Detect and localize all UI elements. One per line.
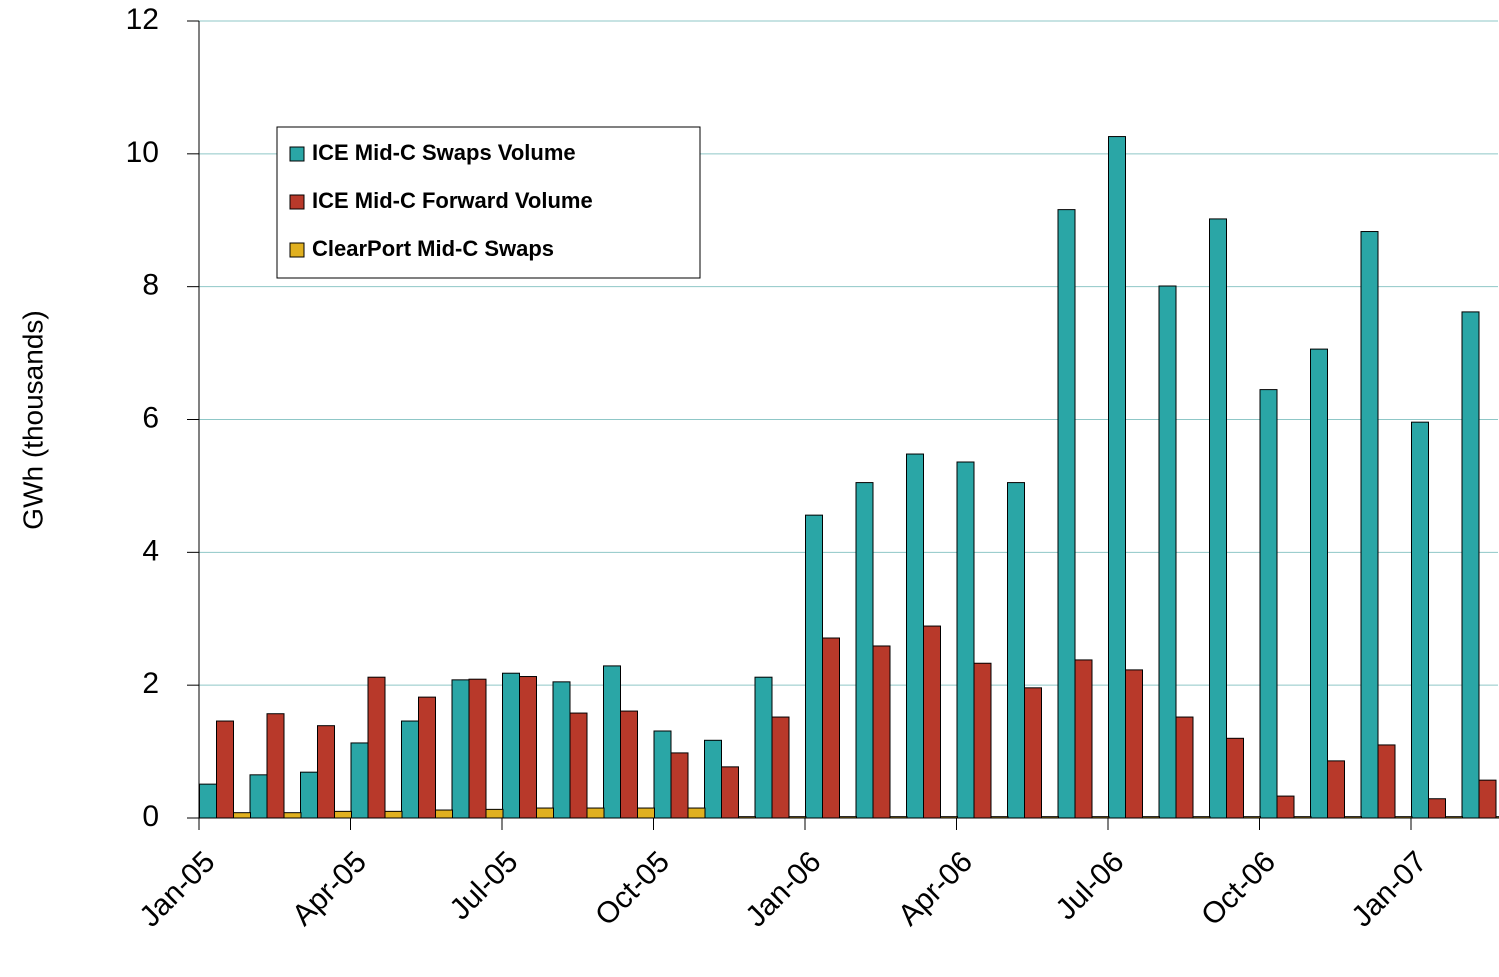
bar: [687, 807, 706, 819]
y-axis-title: GWh (thousands): [17, 310, 48, 529]
bar: [1007, 482, 1025, 819]
y-tick-label: 2: [142, 667, 159, 700]
bar: [283, 812, 302, 819]
bar: [855, 482, 874, 819]
bar: [620, 710, 638, 819]
bar: [418, 696, 436, 819]
y-tick-label: 10: [126, 136, 159, 169]
bar: [653, 730, 672, 819]
bar: [300, 771, 318, 819]
bar: [771, 716, 790, 819]
y-tick-label: 8: [142, 269, 159, 302]
bar: [1108, 136, 1126, 819]
bar: [1074, 659, 1093, 819]
bar: [1360, 231, 1379, 819]
x-tick-label: Jan-05: [133, 845, 221, 933]
bar: [1276, 795, 1295, 819]
bar: [216, 720, 234, 819]
bar: [586, 807, 605, 819]
bar: [1495, 816, 1499, 819]
x-tick-label: Oct-06: [1195, 845, 1282, 932]
bar: [822, 637, 840, 819]
bar: [1125, 669, 1143, 819]
bar: [923, 625, 941, 819]
bar: [603, 665, 621, 819]
bar: [1411, 421, 1429, 819]
bar: [1310, 348, 1328, 819]
y-tick-label: 12: [126, 3, 159, 36]
x-tick-label: Apr-05: [286, 845, 373, 932]
bar: [973, 662, 992, 819]
x-tick-label: Jul-06: [1049, 845, 1130, 926]
bar: [334, 810, 352, 819]
bar: [266, 713, 285, 819]
bar: [704, 739, 722, 819]
bar: [1057, 209, 1076, 819]
bar: [1377, 744, 1396, 819]
legend-label: ICE Mid-C Forward Volume: [312, 188, 593, 213]
bar: [721, 766, 739, 819]
y-tick-label: 4: [142, 534, 159, 567]
bar: [350, 742, 369, 819]
bar: [552, 681, 571, 819]
y-tick-label: 6: [142, 401, 159, 434]
bar: [384, 810, 403, 819]
legend-swatch: [289, 146, 305, 162]
bar: [872, 645, 891, 819]
y-tick-label: 0: [142, 800, 159, 833]
x-tick-label: Jul-05: [443, 845, 524, 926]
bar: [519, 676, 537, 819]
bar: [435, 809, 453, 819]
bar: [451, 679, 470, 819]
legend-swatch: [289, 194, 305, 210]
bar: [754, 676, 773, 819]
bar: [805, 514, 823, 819]
legend-box: [276, 126, 701, 279]
bar: [1327, 760, 1345, 819]
bar: [233, 812, 251, 819]
legend-swatch: [289, 242, 305, 258]
bar: [670, 752, 689, 819]
legend-label: ICE Mid-C Swaps Volume: [312, 140, 576, 165]
bar: [1158, 285, 1177, 819]
bar: [1259, 389, 1278, 819]
legend-label: ClearPort Mid-C Swaps: [312, 236, 554, 261]
bar: [1209, 218, 1227, 819]
bar: [906, 453, 924, 819]
bar: [569, 712, 588, 819]
x-tick-label: Apr-06: [892, 845, 979, 932]
x-tick-label: Jan-07: [1345, 845, 1433, 933]
bar: [1461, 311, 1480, 819]
bar: [1478, 779, 1497, 819]
bar: [367, 676, 386, 819]
bar: [199, 783, 217, 819]
bar: [249, 774, 268, 819]
bar: [502, 672, 520, 819]
bar: [1428, 798, 1446, 819]
bar: [1175, 716, 1194, 819]
bar: [637, 807, 655, 819]
bar: [317, 725, 335, 819]
x-tick-label: Jan-06: [739, 845, 827, 933]
bar: [485, 808, 504, 819]
x-tick-label: Oct-05: [589, 845, 676, 932]
bar: [536, 807, 554, 819]
bar: [956, 461, 975, 819]
bar: [1226, 737, 1244, 819]
bar: [1024, 687, 1042, 819]
bar: [401, 720, 419, 819]
bar: [468, 678, 487, 819]
